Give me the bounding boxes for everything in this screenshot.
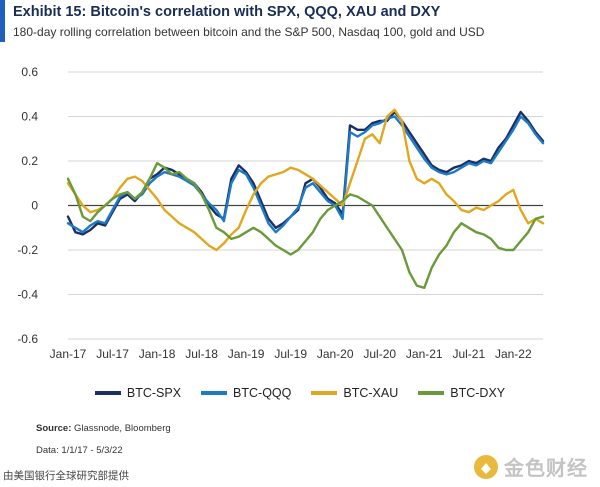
x-tick-label: Jul-19 [274,347,307,361]
watermark: 金色财经 [473,452,588,481]
gridlines [68,71,543,340]
x-tick-label: Jan-22 [495,347,532,361]
legend-swatch [311,391,338,395]
chart-subtitle: 180-day rolling correlation between bitc… [13,25,485,39]
y-tick-label: 0 [31,199,38,213]
x-tick-label: Jan-19 [228,347,265,361]
legend-swatch [418,391,445,395]
legend-label: BTC-XAU [343,386,399,400]
y-tick-label: -0.2 [17,243,38,257]
data-date-note: Data: 1/1/17 - 5/3/22 [36,445,123,456]
x-tick-label: Jul-21 [452,347,485,361]
x-tick-label: Jan-17 [50,347,87,361]
x-tick-label: Jul-20 [363,347,396,361]
legend-label: BTC-QQQ [233,386,292,400]
legend-swatch [201,391,228,395]
y-tick-label: -0.4 [17,288,38,302]
y-axis-ticks: -0.6 -0.4 -0.2 0 0.2 0.4 0.6 [17,65,38,346]
title-accent-bar [0,0,5,42]
series-line-btc-dxy [66,162,545,289]
y-tick-label: 0.4 [21,110,38,124]
legend-item-btc-spx: BTC-SPX [94,386,182,400]
x-tick-label: Jan-18 [139,347,176,361]
legend-label: BTC-SPX [126,386,182,400]
legend-swatch [94,391,121,395]
source-text: Glassnode, Bloomberg [74,423,171,434]
x-axis-ticks: Jan-17 Jul-17 Jan-18 Jul-18 Jan-19 Jul-19 Jan-… [50,347,532,361]
gold-block-logo-icon [474,454,498,479]
x-tick-label: Jul-18 [185,347,218,361]
y-tick-label: 0.2 [21,154,38,168]
source-label: Source: [36,423,72,434]
chart-legend: BTC-SPX BTC-QQQ BTC-XAU BTC-DXY [0,386,600,400]
y-tick-label: 0.6 [21,65,38,79]
series-lines [66,108,545,289]
chart-title: Exhibit 15: Bitcoin's correlation with S… [13,4,441,20]
legend-item-btc-qqq: BTC-QQQ [201,386,291,400]
watermark-text: 金色财经 [504,458,588,480]
legend-label: BTC-DXY [450,386,506,400]
y-tick-label: -0.6 [17,332,38,346]
source-note: Source: Glassnode, Bloomberg [36,423,171,434]
legend-item-btc-xau: BTC-XAU [311,386,398,400]
legend-item-btc-dxy: BTC-DXY [418,386,505,400]
x-tick-label: Jul-17 [96,347,129,361]
x-tick-label: Jan-20 [317,347,354,361]
x-tick-label: Jan-21 [406,347,443,361]
series-line-btc-xau [66,108,545,252]
credit-text: 由美国银行全球研究部提供 [3,470,129,482]
